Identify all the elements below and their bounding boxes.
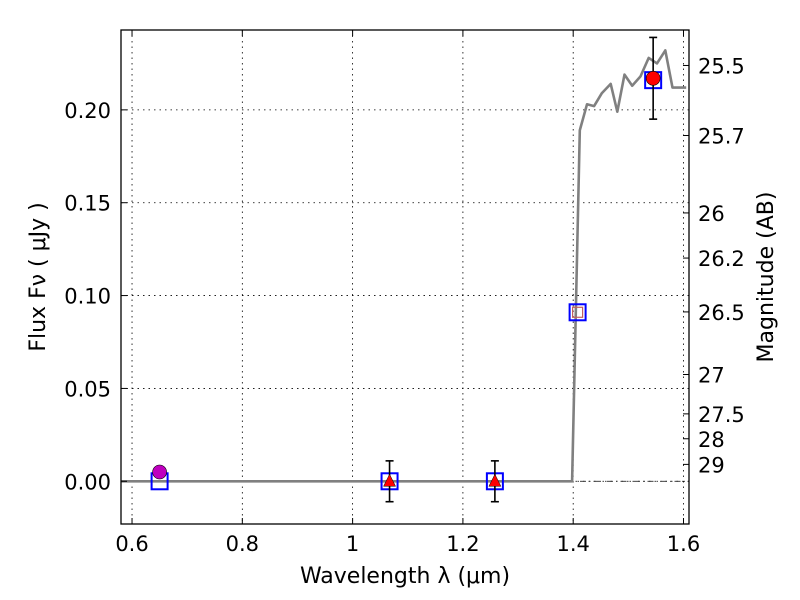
y2-tick-label: 29 <box>698 453 725 477</box>
observed-flux-point <box>572 306 584 318</box>
series-layer <box>121 36 689 503</box>
y-tick-label: 0.10 <box>64 285 111 309</box>
axis-ticks: 0.6 0.8 1 1.2 1.4 1.6 0.00 0.05 0.10 0.15 0.20 25.5… <box>64 30 745 556</box>
x-tick-label: 1.2 <box>446 532 479 556</box>
x-tick-label: 0.6 <box>115 532 148 556</box>
observed-flux-point <box>152 464 167 480</box>
y2-tick-label: 27.5 <box>698 403 745 427</box>
y2-axis-label: Magnitude (AB) <box>754 192 779 363</box>
y-axis-label: Flux Fν ( μJy ) <box>26 202 51 351</box>
y2-tick-label: 26.2 <box>698 247 745 271</box>
observed-flux-point <box>645 70 661 86</box>
y-tick-label: 0.00 <box>64 470 111 494</box>
y2-tick-label: 26.5 <box>698 301 745 325</box>
x-tick-label: 0.8 <box>226 532 259 556</box>
y2-tick-label: 25.7 <box>698 124 745 148</box>
y2-tick-label: 26 <box>698 202 725 226</box>
y-tick-label: 0.20 <box>64 99 111 123</box>
x-axis-label: Wavelength λ (μm) <box>300 564 510 589</box>
plot-frame <box>120 29 690 525</box>
upper-limit-point <box>383 473 396 487</box>
x-tick-label: 1 <box>346 532 359 556</box>
model-spectrum-line <box>121 49 687 483</box>
y2-tick-label: 27 <box>698 364 725 388</box>
upper-limit-point <box>488 473 502 487</box>
y-tick-label: 0.15 <box>64 192 111 216</box>
x-tick-label: 1.6 <box>667 532 700 556</box>
grid <box>121 30 689 524</box>
y2-tick-label: 25.5 <box>698 54 745 78</box>
y-tick-label: 0.05 <box>64 377 111 401</box>
y2-tick-label: 28 <box>698 428 725 452</box>
model-band-flux-point <box>568 303 587 322</box>
x-tick-label: 1.4 <box>556 532 589 556</box>
